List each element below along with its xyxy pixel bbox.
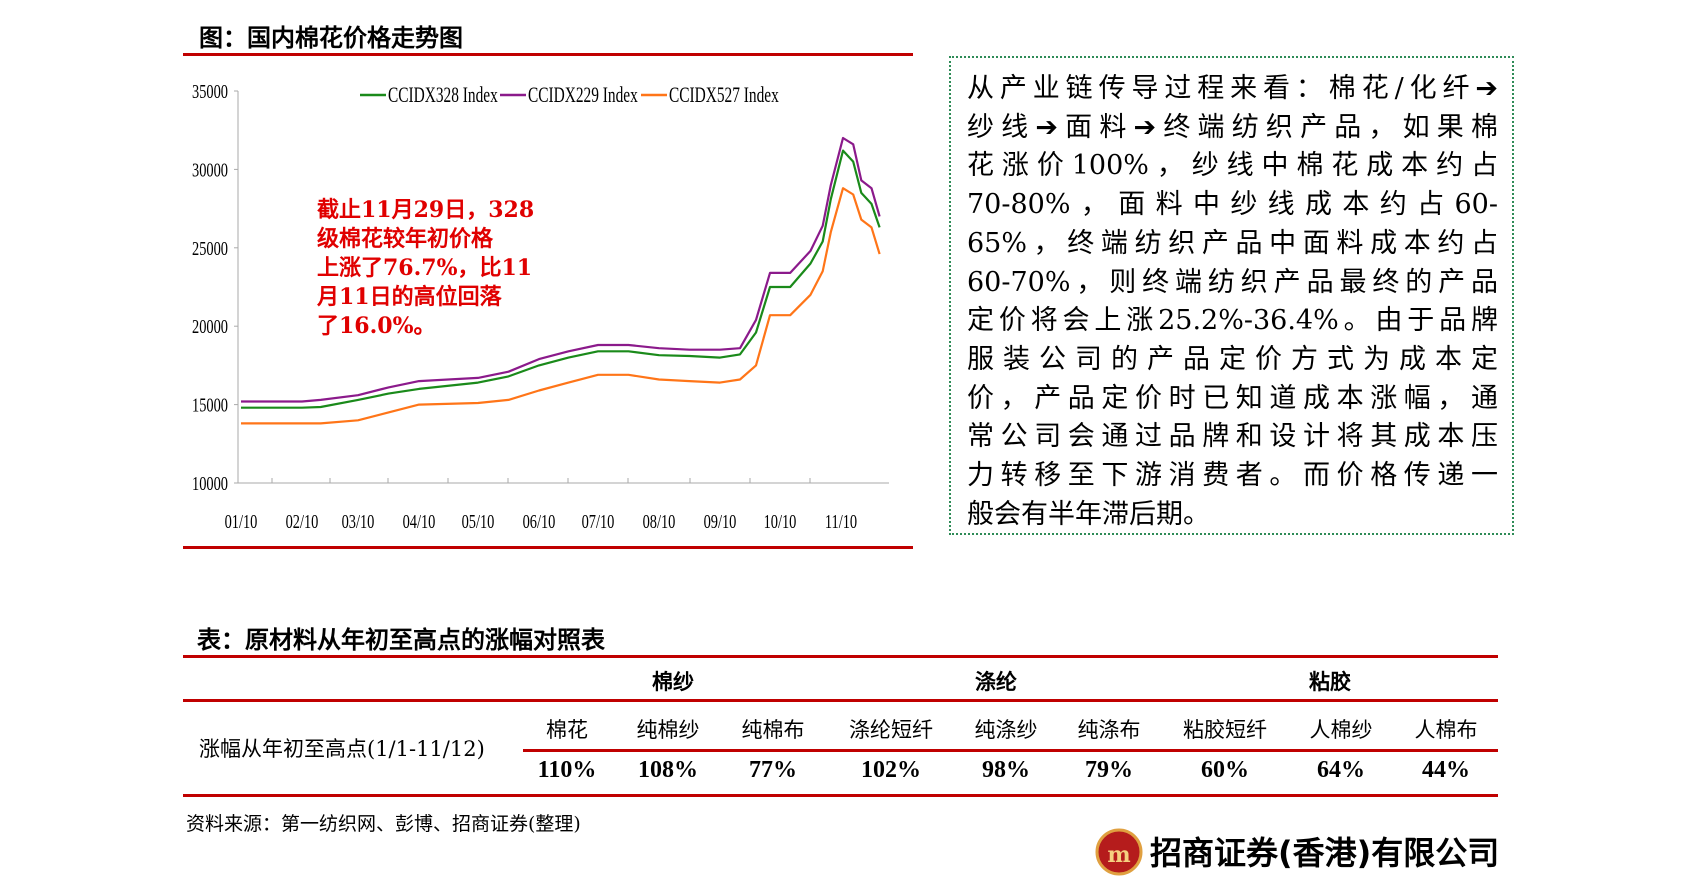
source-note: 资料来源：第一纺织网、彭博、招商证券(整理)	[186, 813, 581, 835]
textbox-line: 服装公司的产品定价方式为成本定	[967, 343, 1498, 375]
chart-bottom-divider	[183, 546, 913, 549]
column-header: 人棉纱	[1309, 718, 1373, 742]
annotation-line: 上涨了76.7%，比11	[317, 255, 533, 281]
textbox-line: 价，产品定价时已知道成本涨幅，通	[967, 382, 1498, 414]
table-bottom-rule	[183, 794, 1498, 797]
group-header-viscose: 粘胶	[1309, 670, 1351, 694]
column-header: 粘胶短纤	[1183, 718, 1267, 742]
column-header: 人棉布	[1414, 718, 1478, 742]
y-tick-label: 15000	[192, 393, 228, 416]
textbox-line: 花涨价100%，纱线中棉花成本约占	[967, 150, 1498, 182]
x-tick-label: 06/10	[523, 510, 556, 533]
textbox-line: 65%，终端纺织产品中面料成本约占	[967, 227, 1498, 259]
chart-annotation: 截止11月29日，328 级棉花较年初价格 上涨了76.7%，比11 月11日的…	[317, 196, 534, 341]
textbox-line: 常公司会通过品牌和设计将其成本压	[967, 421, 1498, 453]
column-header: 纯棉纱	[636, 718, 700, 742]
svg-text:m: m	[1107, 842, 1130, 868]
column-header: 涤纶短纤	[849, 718, 933, 742]
group-header-polyester: 涤纶	[975, 670, 1017, 694]
textbox-line: 70-80%，面料中纱线成本约占60-	[967, 189, 1498, 221]
legend-label: CCIDX229 Index	[528, 83, 638, 107]
value-cell: 108%	[638, 757, 698, 783]
table-title: 表：原材料从年初至高点的涨幅对照表	[197, 626, 605, 654]
logo-emblem-icon: m	[1095, 828, 1143, 876]
value-cell: 64%	[1317, 757, 1365, 783]
column-header: 纯涤纱	[974, 718, 1038, 742]
value-cell: 110%	[537, 757, 597, 783]
table-top-rule	[183, 655, 1498, 658]
y-tick-label: 25000	[192, 236, 228, 259]
x-tick-label: 07/10	[582, 510, 615, 533]
figure-title: 图：国内棉花价格走势图	[199, 24, 463, 52]
x-tick-label: 08/10	[643, 510, 676, 533]
value-cell: 102%	[861, 757, 921, 783]
company-logo: m 招商证券(香港)有限公司	[1095, 826, 1505, 876]
annotation-line: 级棉花较年初价格	[317, 226, 494, 252]
logo-text: 招商证券(香港)有限公司	[1150, 834, 1500, 872]
textbox-line: 从产业链传导过程来看：棉花/化纤➔	[967, 73, 1498, 104]
series-line-ccidx527	[241, 187, 881, 425]
group-header-cotton-yarn: 棉纱	[652, 670, 694, 694]
annotation-line: 月11日的高位回落	[317, 284, 502, 310]
column-header: 纯棉布	[741, 718, 805, 742]
x-tick-label: 03/10	[342, 510, 375, 533]
x-tick-label: 10/10	[764, 510, 797, 533]
series-line-ccidx229	[241, 136, 881, 403]
textbox-line: 60-70%，则终端纺织产品最终的产品	[967, 266, 1498, 298]
table-header-rule	[523, 749, 1498, 752]
textbox-line: 纱线➔面料➔终端纺织产品，如果棉	[967, 111, 1498, 143]
column-header: 纯涤布	[1077, 718, 1141, 742]
value-cell: 79%	[1085, 757, 1133, 783]
x-tick-label: 02/10	[286, 510, 319, 533]
value-cell: 77%	[749, 757, 797, 783]
textbox-line: 定价将会上涨25.2%-36.4%。由于品牌	[967, 305, 1498, 337]
textbox-line: 般会有半年滞后期。	[967, 498, 1210, 530]
y-tick-label: 10000	[192, 472, 228, 495]
x-tick-label: 05/10	[462, 510, 495, 533]
value-cell: 44%	[1422, 757, 1470, 783]
legend-label: CCIDX527 Index	[669, 83, 779, 107]
annotation-line: 截止11月29日，328	[317, 197, 535, 223]
table-group-rule	[183, 699, 1498, 702]
row-label: 涨幅从年初至高点(1/1-11/12)	[199, 737, 485, 761]
cotton-price-chart: 35000 30000 25000 20000 15000 10000 01/10 02/10…	[192, 80, 889, 533]
series-line-ccidx328	[241, 149, 881, 409]
x-tick-label: 11/10	[825, 510, 857, 533]
x-tick-label: 04/10	[403, 510, 436, 533]
title-divider	[183, 53, 913, 56]
textbox-line: 力转移至下游消费者。而价格传递一	[967, 460, 1498, 491]
y-tick-label: 35000	[192, 80, 228, 103]
x-tick-label: 09/10	[704, 510, 737, 533]
y-tick-label: 30000	[192, 158, 228, 181]
value-cell: 98%	[982, 757, 1030, 783]
annotation-line: 了16.0%。	[317, 313, 436, 339]
analysis-textbox	[949, 56, 1514, 535]
column-header: 棉花	[546, 718, 588, 742]
x-tick-label: 01/10	[225, 510, 258, 533]
legend-label: CCIDX328 Index	[388, 83, 498, 107]
value-cell: 60%	[1201, 757, 1249, 783]
y-tick-label: 20000	[192, 315, 228, 338]
